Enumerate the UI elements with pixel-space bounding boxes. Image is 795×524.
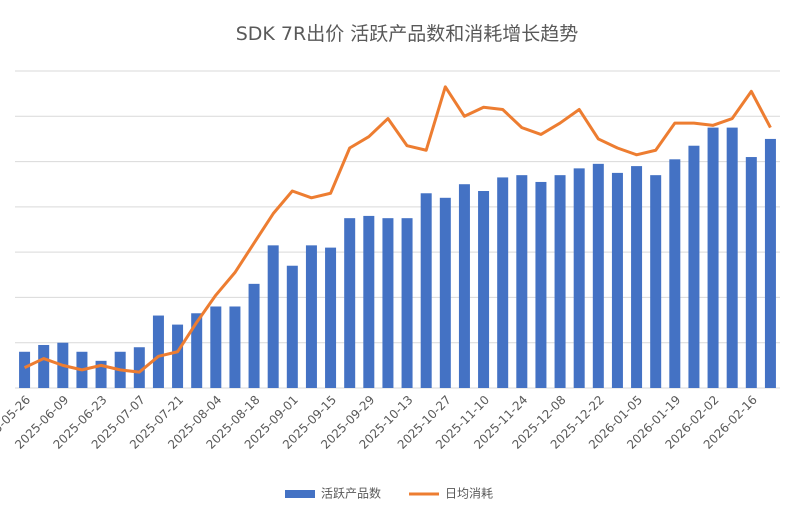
bar	[133, 347, 145, 388]
bar	[248, 283, 260, 388]
bar	[95, 360, 107, 388]
bar	[726, 127, 738, 388]
bar	[191, 313, 203, 388]
bar	[516, 175, 528, 388]
bar	[420, 193, 432, 388]
bar	[439, 197, 451, 388]
bar	[344, 218, 356, 388]
bar	[631, 166, 643, 388]
bar	[478, 191, 490, 388]
bar	[401, 218, 413, 388]
bar	[19, 351, 31, 388]
bar	[497, 177, 509, 388]
bar	[172, 324, 184, 388]
bar	[535, 181, 547, 388]
bar	[305, 245, 317, 388]
bar	[592, 163, 604, 388]
bar	[707, 127, 719, 388]
bar	[554, 175, 566, 388]
bar	[210, 306, 222, 388]
bar	[669, 159, 681, 388]
bar	[458, 184, 470, 388]
bar	[152, 315, 164, 388]
bar	[611, 172, 623, 388]
bar	[363, 215, 375, 388]
legend-swatch	[285, 490, 315, 498]
bar	[286, 265, 298, 388]
legend-label: 日均消耗	[445, 487, 493, 501]
bar	[764, 138, 776, 388]
bar	[38, 344, 50, 388]
bar	[650, 175, 662, 388]
legend-label: 活跃产品数	[321, 486, 381, 501]
bar	[325, 247, 337, 388]
bar	[745, 157, 757, 388]
line	[23, 85, 772, 374]
bar	[382, 218, 394, 388]
bar	[573, 168, 585, 388]
bar	[688, 145, 700, 388]
bar	[267, 245, 279, 388]
chart-title: SDK 7R出价 活跃产品数和消耗增长趋势	[236, 23, 579, 45]
bar	[229, 306, 241, 388]
